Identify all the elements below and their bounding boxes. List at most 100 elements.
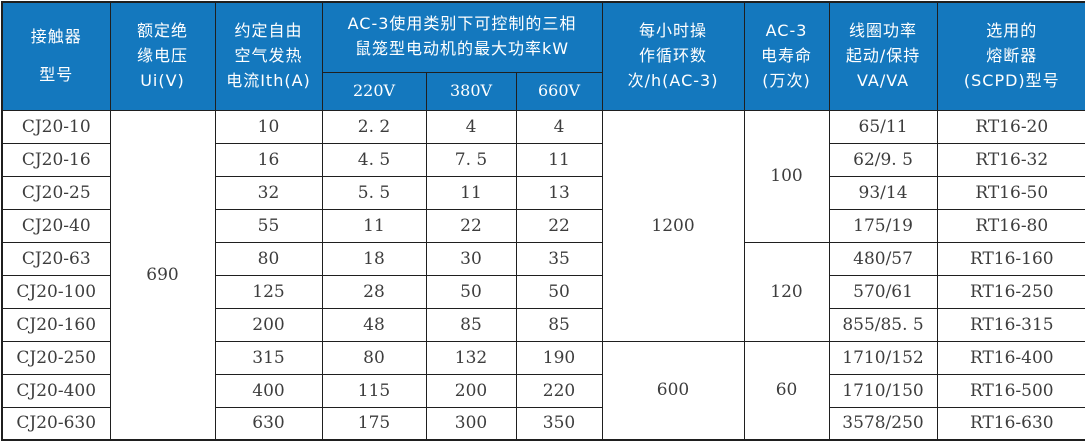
cell-coil: 855/85. 5 — [828, 307, 938, 342]
cell-ith: 32 — [214, 175, 323, 210]
cell-p380: 50 — [425, 274, 517, 309]
cell-ith: 200 — [214, 307, 323, 342]
cell-p660: 50 — [515, 274, 603, 309]
cell-p380: 132 — [425, 340, 517, 375]
cell-p660: 11 — [515, 142, 603, 177]
cell-fuse: RT16-160 — [936, 241, 1085, 276]
table-body: CJ20-10 690 10 2. 2 4 4 1200 100 65/11 R… — [1, 109, 1085, 441]
cell-p220: 48 — [321, 307, 427, 342]
cell-p660: 4 — [515, 109, 603, 144]
table-row: CJ20-630 630 175 300 350 3578/250 RT16-6… — [1, 406, 1085, 441]
cell-p380: 30 — [425, 241, 517, 276]
cell-model: CJ20-630 — [1, 406, 111, 441]
cell-coil: 1710/152 — [828, 340, 938, 375]
cell-model: CJ20-10 — [1, 109, 111, 144]
header-thermal-current: 约定自由 空气发热 电流Ith(A) — [214, 1, 323, 111]
cell-cycles-merged-bottom: 600 — [601, 340, 745, 441]
table-row: CJ20-16 16 4. 5 7. 5 11 62/9. 5 RT16-32 — [1, 142, 1085, 177]
cell-coil: 62/9. 5 — [828, 142, 938, 177]
cell-model: CJ20-25 — [1, 175, 111, 210]
header-ac3-max-power-group: AC-3使用类别下可控制的三相 鼠笼型电动机的最大功率kW — [321, 1, 603, 73]
header-rated-insulation-voltage: 额定绝 缘电压 Ui(V) — [109, 1, 216, 111]
table-row: CJ20-400 400 115 200 220 1710/150 RT16-5… — [1, 373, 1085, 408]
header-row-sub: 220V 380V 660V — [2, 71, 1085, 111]
cell-p220: 115 — [321, 373, 427, 408]
cell-coil: 480/57 — [828, 241, 938, 276]
cell-ith: 630 — [214, 406, 323, 441]
cell-p220: 28 — [321, 274, 427, 309]
cell-model: CJ20-16 — [1, 142, 111, 177]
cell-coil: 1710/150 — [828, 373, 938, 408]
cell-life-merged-mid: 120 — [743, 241, 830, 342]
cell-fuse: RT16-630 — [936, 406, 1085, 441]
table-row: CJ20-40 55 11 22 22 175/19 RT16-80 — [1, 208, 1085, 243]
cell-model: CJ20-100 — [1, 274, 111, 309]
cell-p380: 22 — [425, 208, 517, 243]
header-coil-power: 线圈功率 起动/保持 VA/VA — [828, 1, 938, 111]
cell-p660: 35 — [515, 241, 603, 276]
table-row: CJ20-160 200 48 85 85 855/85. 5 RT16-315 — [1, 307, 1085, 342]
header-model: 接触器 型号 — [1, 1, 111, 111]
cell-ith: 125 — [214, 274, 323, 309]
cell-ith: 10 — [214, 109, 323, 144]
header-380v: 380V — [425, 71, 517, 111]
header-row-top: 接触器 型号 额定绝 缘电压 Ui(V) 约定自由 空气发热 电流Ith(A) … — [1, 1, 1085, 111]
cell-fuse: RT16-500 — [936, 373, 1085, 408]
cell-p220: 175 — [321, 406, 427, 441]
cell-fuse: RT16-250 — [936, 274, 1085, 309]
table-row: CJ20-10 690 10 2. 2 4 4 1200 100 65/11 R… — [1, 109, 1085, 441]
cell-p220: 11 — [321, 208, 427, 243]
cell-fuse: RT16-400 — [936, 340, 1085, 375]
cell-p660: 190 — [515, 340, 603, 375]
cell-fuse: RT16-32 — [936, 142, 1085, 177]
cell-ith: 16 — [214, 142, 323, 177]
cell-model: CJ20-40 — [1, 208, 111, 243]
cell-fuse: RT16-80 — [936, 208, 1085, 243]
cell-p380: 7. 5 — [425, 142, 517, 177]
cell-life-merged-top: 100 — [743, 109, 830, 243]
header-fuse-type: 选用的 熔断器 (SCPD)型号 — [936, 1, 1085, 111]
table-row: CJ20-100 125 28 50 50 570/61 RT16-250 — [1, 274, 1085, 309]
cell-p660: 85 — [515, 307, 603, 342]
cell-p220: 18 — [321, 241, 427, 276]
cell-p380: 4 — [425, 109, 517, 144]
cell-ith: 80 — [214, 241, 323, 276]
cell-ith: 315 — [214, 340, 323, 375]
header-220v: 220V — [321, 71, 427, 111]
header-electrical-life: AC-3 电寿命 (万次) — [743, 1, 830, 111]
cell-p660: 220 — [515, 373, 603, 408]
header-660v: 660V — [515, 71, 603, 111]
cell-fuse: RT16-50 — [936, 175, 1085, 210]
cell-model: CJ20-63 — [1, 241, 111, 276]
cell-fuse: RT16-315 — [936, 307, 1085, 342]
cell-coil: 3578/250 — [828, 406, 938, 441]
cell-p220: 80 — [321, 340, 427, 375]
cell-ith: 55 — [214, 208, 323, 243]
cell-coil: 175/19 — [828, 208, 938, 243]
cell-ith: 400 — [214, 373, 323, 408]
cell-life-merged-bottom: 60 — [743, 340, 830, 441]
cell-p220: 4. 5 — [321, 142, 427, 177]
cell-p220: 5. 5 — [321, 175, 427, 210]
table-row: CJ20-25 32 5. 5 11 13 93/14 RT16-50 — [1, 175, 1085, 210]
table-header: 接触器 型号 额定绝 缘电压 Ui(V) 约定自由 空气发热 电流Ith(A) … — [1, 1, 1085, 111]
cell-p660: 350 — [515, 406, 603, 441]
cell-model: CJ20-160 — [1, 307, 111, 342]
header-operation-cycles: 每小时操 作循环数 次/h(AC-3) — [601, 1, 745, 111]
cell-p660: 22 — [515, 208, 603, 243]
table-row: CJ20-250 315 80 132 190 600 60 1710/152 … — [1, 340, 1085, 441]
cell-coil: 93/14 — [828, 175, 938, 210]
cell-coil: 65/11 — [828, 109, 938, 144]
cell-model: CJ20-250 — [1, 340, 111, 375]
cell-p380: 300 — [425, 406, 517, 441]
cell-p380: 200 — [425, 373, 517, 408]
cell-cycles-merged-top: 1200 — [601, 109, 745, 342]
cell-model: CJ20-400 — [1, 373, 111, 408]
cell-coil: 570/61 — [828, 274, 938, 309]
cell-p220: 2. 2 — [321, 109, 427, 144]
cell-p660: 13 — [515, 175, 603, 210]
cell-fuse: RT16-20 — [936, 109, 1085, 144]
cell-p380: 11 — [425, 175, 517, 210]
cell-p380: 85 — [425, 307, 517, 342]
